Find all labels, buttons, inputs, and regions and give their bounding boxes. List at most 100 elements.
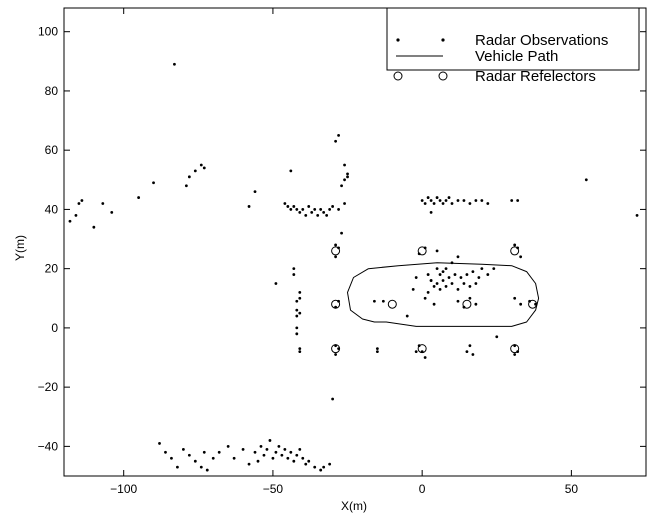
radar-observation-point (164, 450, 167, 454)
radar-observation-point (283, 202, 287, 205)
radar-observation-point (468, 344, 472, 348)
radar-observation-point (193, 169, 197, 173)
radar-observation-point (516, 350, 520, 353)
radar-observation-point (170, 456, 173, 460)
legend: Radar Observations Vehicle Path Radar Re… (386, 7, 640, 85)
radar-observation-point (304, 213, 308, 217)
radar-observation-point (325, 213, 329, 217)
radar-reflector-marker (331, 246, 341, 256)
radar-observation-point (343, 202, 346, 205)
radar-observation-point (486, 202, 490, 205)
radar-observation-point (438, 273, 442, 276)
radar-observation-point (110, 210, 114, 214)
radar-observation-point (184, 184, 188, 188)
radar-observation-point (477, 276, 481, 279)
radar-observation-point (319, 468, 323, 472)
radar-observation-point (438, 287, 442, 291)
x-tick-label: 50 (565, 482, 579, 496)
radar-observation-point (465, 273, 469, 276)
radar-observation-point (423, 296, 427, 300)
radar-observation-point (462, 282, 466, 285)
radar-observation-point (289, 450, 293, 454)
radar-observation-point (516, 199, 520, 202)
radar-observation-point (426, 290, 430, 294)
radar-observation-point (495, 335, 499, 339)
radar-observation-point (92, 225, 96, 229)
radar-observation-point (486, 273, 490, 276)
radar-observation-point (492, 267, 496, 271)
observation-layer (68, 62, 639, 472)
vehicle-path-line (347, 262, 540, 327)
radar-observation-point (298, 311, 302, 315)
radar-observation-point (373, 299, 376, 303)
radar-observation-point (441, 279, 445, 282)
radar-observation-point (426, 196, 430, 199)
radar-observation-point (474, 199, 478, 202)
legend-label-radar-observations: Radar Observations (475, 32, 608, 49)
radar-observation-point (295, 299, 299, 303)
radar-observation-point (304, 462, 308, 466)
radar-observation-point (187, 453, 191, 457)
radar-observation-point (334, 139, 337, 143)
radar-observation-point (101, 202, 105, 205)
radar-observation-point (295, 208, 299, 211)
radar-observation-point (474, 282, 478, 285)
x-axis-title: X(m) (341, 499, 367, 513)
radar-observation-point (519, 255, 523, 259)
radar-observation-point (441, 270, 445, 274)
radar-observation-point (450, 202, 454, 205)
radar-observation-point (74, 213, 78, 217)
radar-observation-point (519, 302, 523, 306)
radar-observation-point (513, 296, 517, 300)
legend-label-radar-reflectors: Radar Refelectors (475, 68, 596, 85)
radar-observation-point (337, 133, 340, 137)
y-tick-label: 80 (45, 84, 59, 98)
radar-observation-point (298, 210, 302, 214)
radar-observation-point (68, 219, 72, 223)
radar-observation-point (226, 444, 230, 448)
radar-observation-point (444, 199, 448, 202)
axis-ticks: −100 −50 0 50 −40 −20 0 20 40 60 80 100 (38, 8, 646, 496)
radar-observation-point (202, 166, 206, 170)
radar-observation-point (292, 459, 296, 463)
radar-observation-point (468, 285, 472, 288)
radar-observation-point (474, 302, 478, 306)
radar-observation-point (334, 353, 337, 356)
radar-observation-point (322, 210, 326, 214)
radar-observation-point (534, 302, 537, 306)
radar-observation-point (289, 208, 293, 211)
radar-observation-point (283, 447, 287, 451)
radar-observation-point (301, 456, 305, 460)
radar-observation-point (292, 267, 296, 271)
y-tick-label: −40 (38, 439, 59, 453)
radar-observation-point (462, 305, 466, 309)
radar-observation-point (298, 447, 302, 451)
radar-observation-point (211, 456, 215, 460)
radar-observation-point (295, 453, 299, 457)
radar-observation-point (265, 447, 269, 451)
radar-observation-point (375, 350, 379, 353)
radar-observation-point (420, 199, 424, 202)
radar-observation-point (465, 350, 469, 353)
radar-observation-point (417, 252, 421, 256)
radar-observation-point (444, 285, 448, 288)
radar-observation-point (247, 462, 251, 466)
radar-observation-point (444, 267, 448, 271)
radar-observation-point (450, 261, 454, 265)
radar-observation-point (528, 299, 531, 303)
radar-observation-point (205, 468, 209, 472)
radar-observation-point (274, 282, 278, 285)
radar-observation-point (313, 465, 317, 469)
radar-observation-point (456, 299, 460, 303)
radar-observation-point (328, 208, 332, 211)
radar-observation-point (340, 184, 343, 188)
radar-observation-point (181, 447, 185, 451)
radar-observation-point (480, 267, 484, 271)
radar-observation-point (217, 450, 221, 454)
y-tick-label: 20 (45, 262, 59, 276)
radar-observation-point (375, 347, 379, 351)
radar-observation-point (414, 276, 418, 279)
radar-observation-point (346, 172, 349, 176)
radar-observation-point (429, 210, 433, 214)
radar-observation-point (286, 205, 290, 208)
